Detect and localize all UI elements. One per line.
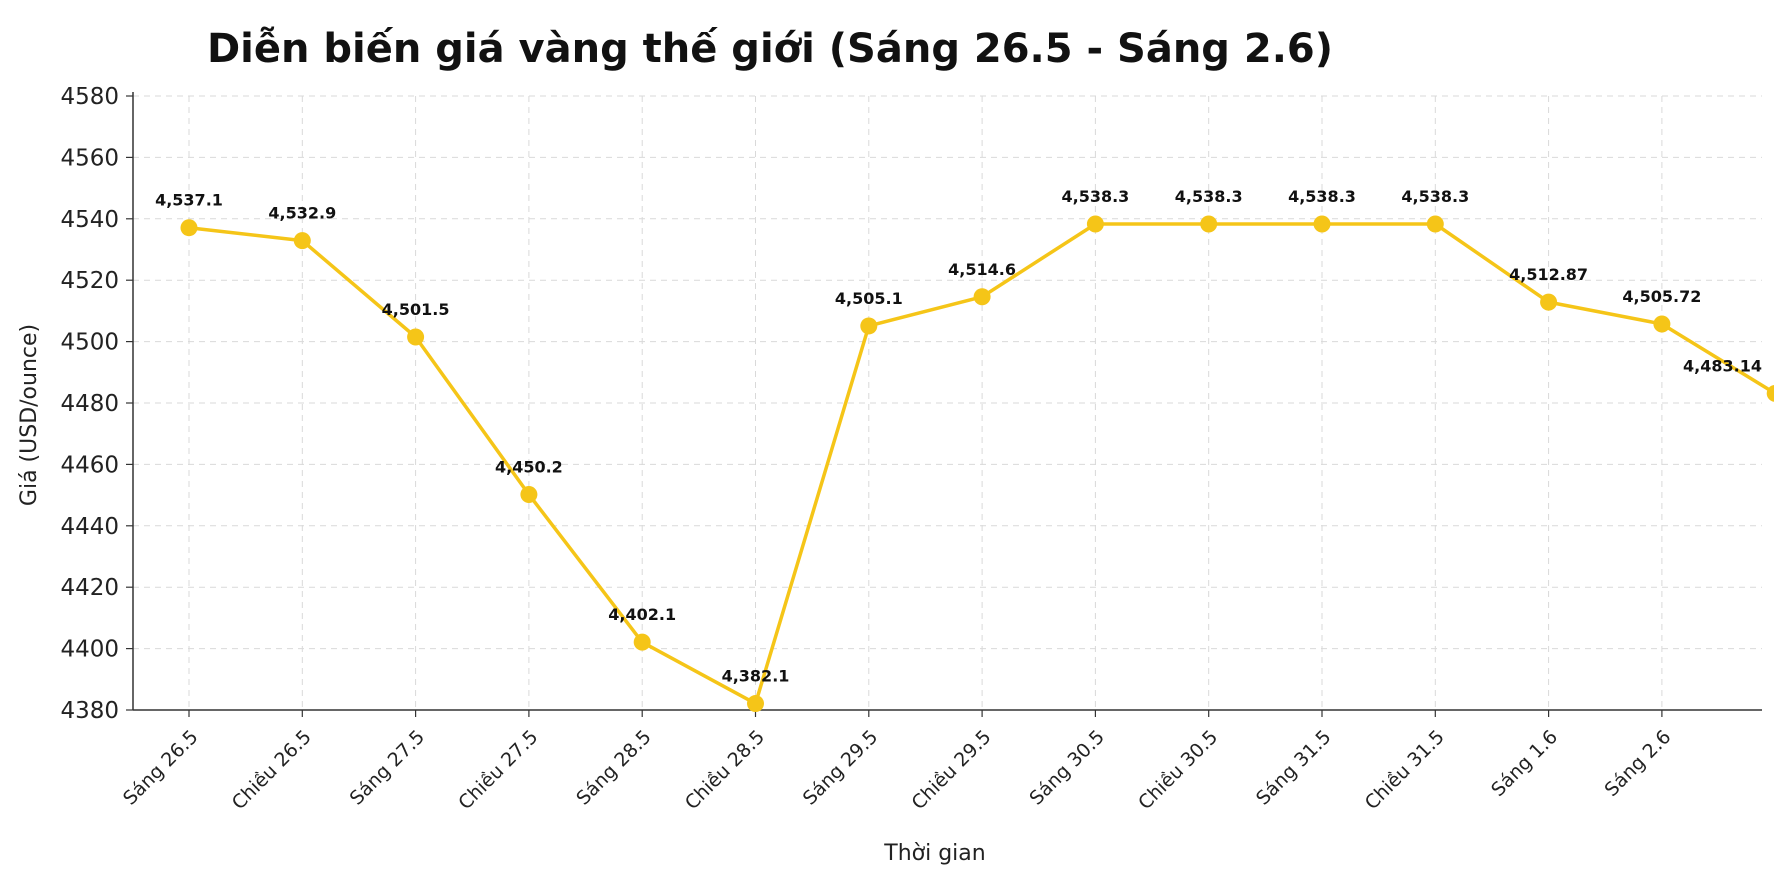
x-tick-label: Chiều 29.5 [907, 726, 995, 814]
data-label: 4,501.5 [382, 300, 450, 319]
data-label: 4,505.72 [1622, 287, 1701, 306]
data-label: 4,450.2 [495, 457, 563, 476]
data-point [293, 232, 311, 250]
x-tick-label: Sáng 28.5 [572, 726, 656, 810]
x-tick-label: Sáng 31.5 [1252, 726, 1336, 810]
data-point [1200, 215, 1218, 233]
x-tick-label: Sáng 1.6 [1487, 726, 1562, 801]
data-point [973, 288, 991, 306]
y-tick-label: 4400 [60, 637, 119, 663]
data-point [1540, 293, 1558, 311]
data-point [1426, 215, 1444, 233]
data-point [520, 485, 538, 503]
y-tick-label: 4560 [60, 145, 119, 171]
data-label: 4,483.14 [1683, 356, 1762, 375]
y-tick-label: 4440 [60, 514, 119, 540]
x-tick-label: Sáng 2.6 [1600, 726, 1675, 801]
data-label: 4,532.9 [268, 204, 336, 223]
data-point [407, 328, 425, 346]
x-axis-ticks: Sáng 26.5 Chiều 26.5 Sáng 27.5 Chiều 27.5 Sá… [119, 726, 1675, 814]
x-tick-label: Chiều 30.5 [1134, 726, 1222, 814]
data-point [1766, 384, 1774, 402]
data-label: 4,382.1 [722, 667, 790, 686]
data-point [747, 695, 764, 713]
chart-title: Diễn biến giá vàng thế giới (Sáng 26.5 -… [207, 26, 1333, 72]
data-label: 4,538.3 [1288, 187, 1356, 206]
grid [133, 95, 1762, 711]
x-tick-label: Sáng 30.5 [1025, 726, 1109, 810]
y-tick-label: 4580 [60, 84, 119, 110]
x-tick-label: Chiều 27.5 [454, 726, 542, 814]
data-label: 4,538.3 [1175, 187, 1243, 206]
x-axis-label: Thời gian [883, 841, 985, 866]
data-label: 4,538.3 [1061, 187, 1129, 206]
y-tick-label: 4460 [60, 452, 119, 478]
x-tick-label: Chiều 31.5 [1361, 726, 1449, 814]
data-labels: 4,537.1 4,532.9 4,501.5 4,450.2 4,402.1 4,382… [155, 187, 1762, 686]
y-axis-ticks: 4380 4400 4420 4440 4460 4480 4500 4520 4540 4560… [60, 84, 119, 724]
x-tick-label: Sáng 27.5 [346, 726, 430, 810]
data-points [180, 215, 1774, 713]
y-axis-label: Giá (USD/ounce) [17, 324, 42, 506]
data-point [1313, 215, 1331, 233]
data-point [633, 633, 651, 651]
data-label: 4,538.3 [1401, 187, 1469, 206]
data-point [1086, 215, 1104, 233]
data-point [180, 219, 198, 237]
y-tick-label: 4520 [60, 268, 119, 294]
data-point [860, 317, 878, 335]
data-point [1653, 315, 1671, 333]
x-tick-label: Chiều 26.5 [228, 726, 316, 814]
y-tick-label: 4500 [60, 330, 119, 356]
y-tick-label: 4380 [60, 698, 119, 724]
x-tick-label: Sáng 26.5 [119, 726, 203, 810]
data-label: 4,514.6 [948, 260, 1016, 279]
x-tick-label: Chiều 28.5 [681, 726, 769, 814]
data-label: 4,512.87 [1509, 265, 1588, 284]
y-tick-label: 4480 [60, 391, 119, 417]
data-label: 4,537.1 [155, 191, 223, 210]
y-tick-label: 4420 [60, 575, 119, 601]
x-tick-label: Sáng 29.5 [799, 726, 883, 810]
data-label: 4,505.1 [835, 289, 903, 308]
y-tick-label: 4540 [60, 207, 119, 233]
data-label: 4,402.1 [608, 605, 676, 624]
axes [126, 92, 1762, 717]
